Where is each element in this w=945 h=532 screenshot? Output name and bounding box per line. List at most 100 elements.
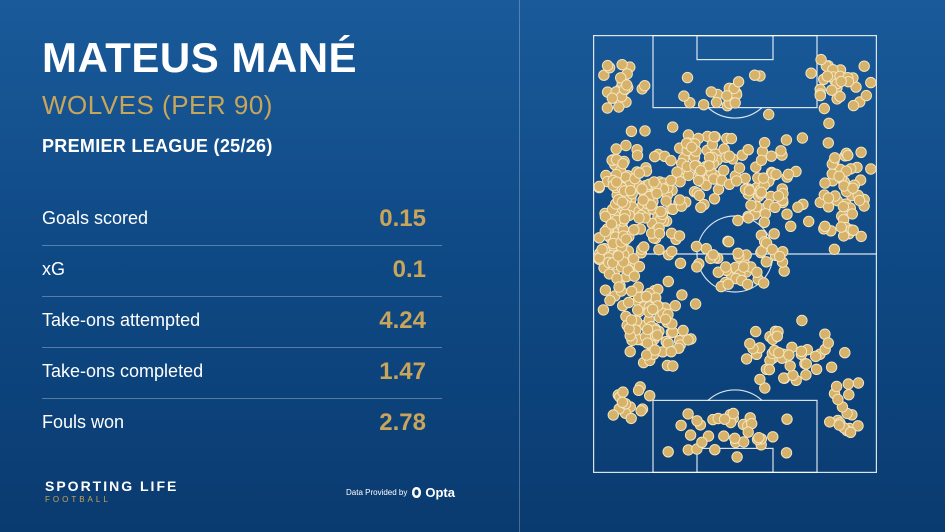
heatmap-dot (745, 199, 757, 211)
heatmap-dot (814, 89, 827, 102)
heatmap-dot (681, 71, 694, 84)
heatmap-dot (718, 430, 730, 442)
heatmap-dot (855, 230, 867, 243)
heatmap-dot (727, 407, 740, 420)
heatmap-dot (822, 192, 835, 204)
heatmap-dot (676, 289, 688, 301)
heatmap-dot (637, 194, 649, 206)
heatmap-dot (644, 390, 656, 402)
heatmap-dot (691, 261, 703, 273)
heatmap-dot (720, 261, 732, 273)
opta-icon (412, 487, 422, 498)
heatmap-dot (718, 164, 730, 177)
heatmap-dot (616, 396, 629, 408)
heatmap-dot (671, 166, 683, 178)
heatmap-dot (810, 363, 823, 375)
heatmap-dot (758, 216, 771, 229)
heatmap-dots (593, 53, 877, 463)
heatmap-dot (730, 175, 743, 187)
heatmap-dot (628, 270, 641, 282)
provider-text: Data Provided by (346, 488, 408, 497)
stat-value: 4.24 (379, 307, 426, 334)
heatmap-dot (760, 256, 773, 268)
heatmap-dot (667, 360, 679, 372)
heatmap-dot (665, 154, 677, 167)
heatmap-dot (625, 314, 638, 326)
heatmap-dot (832, 393, 844, 406)
stat-label: Take-ons attempted (42, 310, 201, 330)
heatmap-dot (651, 329, 664, 341)
stat-value: 0.1 (392, 256, 426, 283)
heatmap-dot (598, 69, 610, 81)
heatmap-dot (636, 183, 648, 195)
heatmap-dot (651, 187, 663, 200)
heatmap-dot (626, 285, 638, 297)
heatmap-dot (829, 152, 841, 164)
heatmap-dot (633, 212, 645, 224)
heatmap-dot (617, 158, 629, 170)
heatmap-dot (759, 382, 771, 394)
heatmap-dot (660, 195, 672, 207)
heatmap-dot (742, 426, 754, 438)
brand-name: SPORTING LIFE (45, 478, 179, 494)
heatmap-dot (621, 79, 633, 91)
heatmap-dot (631, 149, 644, 162)
heatmap-dot (847, 182, 859, 194)
heatmap-pitch (593, 35, 877, 473)
heatmap-dot (858, 60, 870, 72)
heatmap-dot (601, 102, 614, 114)
heatmap-dot (684, 429, 697, 441)
heatmap-dot (731, 451, 743, 463)
heatmap-dot (610, 176, 623, 188)
heatmap-dot (596, 243, 608, 256)
heatmap-dot (835, 221, 847, 233)
provider-name: Opta (425, 485, 455, 500)
heatmap-dot (653, 244, 665, 256)
heatmap-dot (616, 59, 628, 71)
heatmap-dot (744, 338, 756, 350)
heatmap-dot (649, 344, 661, 356)
heatmap-dot (613, 101, 625, 113)
heatmap-dot (821, 70, 834, 82)
heatmap-dot (665, 346, 677, 358)
heatmap-dot (682, 408, 694, 420)
heatmap-dot (640, 290, 653, 303)
heatmap-dot (783, 349, 795, 361)
heatmap-dot (695, 164, 707, 177)
heatmap-dot (698, 99, 710, 111)
heatmap-dot (662, 446, 674, 458)
top-penalty-arc (707, 107, 763, 119)
heatmap-dot (707, 249, 719, 261)
stat-value: 1.47 (379, 358, 426, 385)
heatmap-dot (837, 200, 850, 213)
heatmap-dot (708, 193, 721, 205)
heatmap-dot (833, 419, 845, 431)
heatmap-dot (755, 186, 768, 199)
heatmap-dot (855, 146, 867, 159)
bottom-penalty-arc (707, 389, 763, 401)
heatmap-dot (765, 150, 778, 162)
heatmap-dot (639, 125, 651, 137)
player-name: MATEUS MANÉ (42, 34, 358, 81)
heatmap-dot (682, 334, 694, 346)
stat-label: xG (42, 259, 66, 279)
heatmap-dot (632, 384, 645, 396)
heatmap-dot (753, 432, 765, 444)
heatmap-dot (601, 59, 614, 72)
heatmap-dot (633, 167, 645, 179)
opta-logo: Opta (411, 485, 455, 500)
heatmap-dot (763, 108, 775, 121)
heatmap-dot (738, 261, 750, 273)
heatmap-dot (616, 196, 628, 208)
data-provider: Data Provided by Opta (346, 485, 455, 500)
heatmap-dot (624, 345, 636, 358)
heatmap-dot (781, 208, 793, 220)
heatmap-dot (703, 160, 715, 172)
brand-sub: FOOTBALL (45, 495, 111, 504)
heatmap-dot (769, 201, 781, 214)
heatmap-dot (708, 131, 721, 143)
heatmap-dot (835, 75, 847, 88)
heatmap-dot (607, 409, 619, 421)
heatmap-dot (628, 253, 640, 265)
heatmap-dot (865, 76, 877, 89)
